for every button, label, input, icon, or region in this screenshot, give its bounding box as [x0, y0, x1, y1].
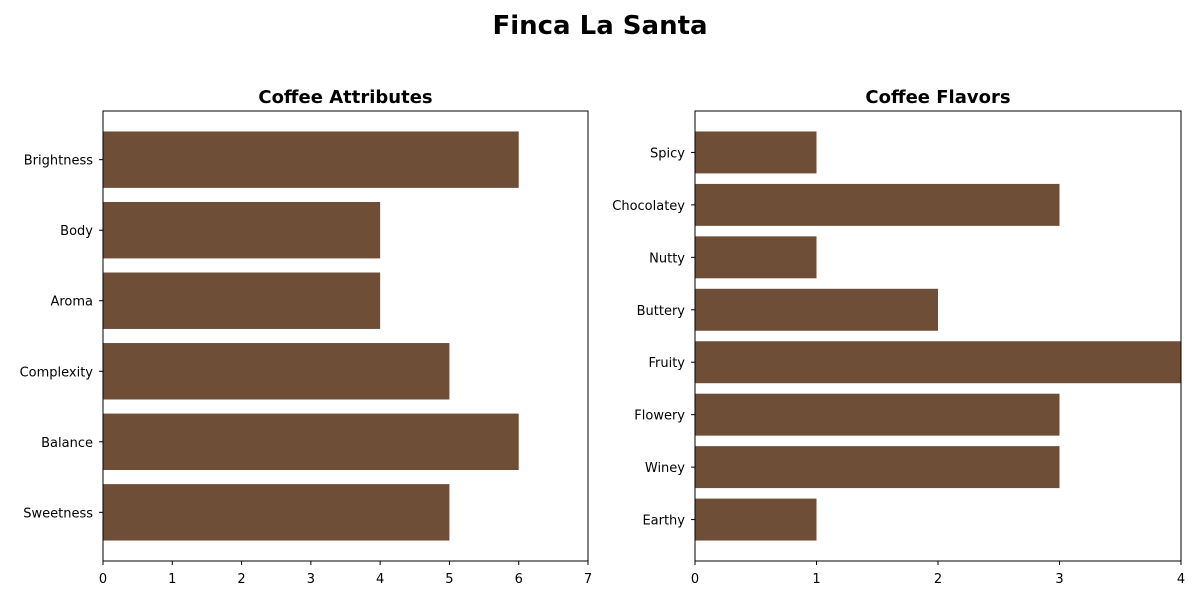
- x-tick-label: 5: [445, 572, 453, 587]
- y-tick-label: Fruity: [648, 356, 685, 371]
- bar-complexity: [103, 343, 450, 400]
- bar-aroma: [103, 272, 381, 329]
- y-tick-label: Aroma: [50, 295, 93, 310]
- x-tick-label: 4: [376, 572, 384, 587]
- x-tick-label: 0: [691, 572, 699, 587]
- x-tick-label: 6: [515, 572, 523, 587]
- x-tick-label: 7: [584, 572, 592, 587]
- y-tick-label: Flowery: [634, 409, 685, 424]
- x-tick-label: 1: [168, 572, 176, 587]
- figure-title: Finca La Santa: [492, 11, 707, 41]
- x-tick-label: 4: [1177, 572, 1185, 587]
- bar-earthy: [695, 498, 817, 541]
- bar-fruity: [695, 341, 1181, 384]
- y-tick-label: Earthy: [642, 514, 685, 529]
- bar-chocolatey: [695, 183, 1060, 226]
- bar-brightness: [103, 131, 519, 188]
- x-tick-label: 0: [99, 572, 107, 587]
- y-tick-label: Sweetness: [23, 506, 93, 521]
- y-tick-label: Complexity: [20, 365, 94, 380]
- axes-frame: [102, 110, 589, 562]
- x-tick-label: 2: [237, 572, 245, 587]
- x-tick-label: 1: [812, 572, 820, 587]
- bar-nutty: [695, 236, 817, 279]
- subplot-title: Coffee Attributes: [258, 87, 432, 108]
- bar-buttery: [695, 288, 938, 331]
- bar-body: [103, 201, 381, 259]
- y-tick-label: Brightness: [24, 154, 93, 169]
- x-tick-label: 3: [1055, 572, 1063, 587]
- bar-balance: [103, 413, 519, 471]
- bar-spicy: [695, 131, 817, 174]
- bar-flowery: [695, 393, 1060, 436]
- y-tick-label: Winey: [645, 461, 685, 476]
- bar-sweetness: [103, 484, 450, 541]
- x-tick-label: 3: [307, 572, 315, 587]
- x-tick-label: 2: [934, 572, 942, 587]
- axes-frame: [694, 110, 1182, 562]
- subplot-title: Coffee Flavors: [865, 87, 1010, 108]
- y-tick-label: Chocolatey: [612, 199, 685, 214]
- y-tick-label: Buttery: [637, 304, 686, 319]
- bar-winey: [695, 446, 1060, 489]
- y-tick-label: Nutty: [649, 251, 685, 266]
- y-tick-label: Balance: [41, 436, 93, 451]
- y-tick-label: Body: [60, 224, 93, 239]
- y-tick-label: Spicy: [650, 146, 685, 161]
